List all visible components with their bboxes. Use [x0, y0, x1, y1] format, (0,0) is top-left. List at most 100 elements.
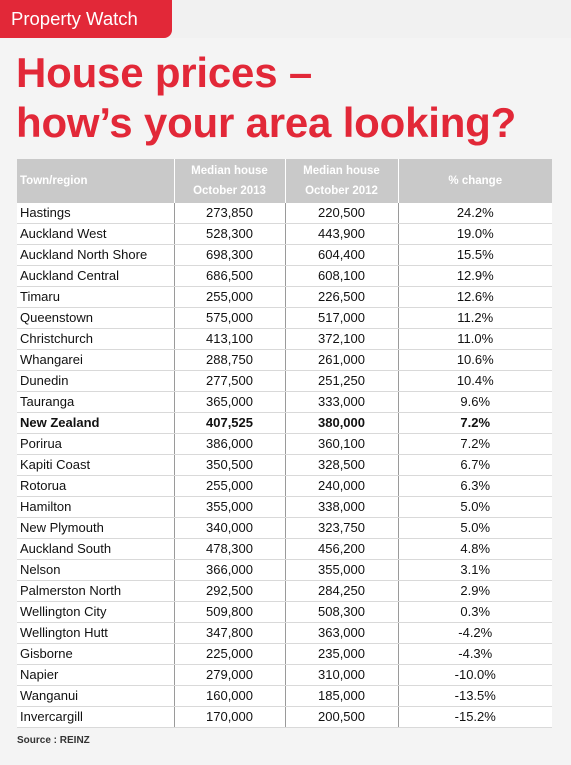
cell-town: Rotorua: [17, 475, 175, 497]
cell-percent-change: 11.0%: [398, 328, 552, 350]
table-row: Palmerston North 292,500 284,250 2.9%: [17, 580, 552, 602]
page-title: House prices – how’s your area looking?: [16, 48, 561, 148]
cell-median-oct-2012: 310,000: [285, 664, 399, 686]
cell-median-oct-2012: 261,000: [285, 349, 399, 371]
cell-median-oct-2013: 160,000: [174, 685, 286, 707]
cell-percent-change: 12.6%: [398, 286, 552, 308]
cell-town: Wanganui: [17, 685, 175, 707]
table-row: Invercargill 170,000 200,500 -15.2%: [17, 706, 552, 728]
table-row: Hastings 273,850 220,500 24.2%: [17, 203, 552, 224]
cell-median-oct-2012: 372,100: [285, 328, 399, 350]
cell-percent-change: 10.6%: [398, 349, 552, 371]
cell-median-oct-2013: 575,000: [174, 307, 286, 329]
table-row: Auckland South 478,300 456,200 4.8%: [17, 538, 552, 560]
table-row: Porirua 386,000 360,100 7.2%: [17, 433, 552, 455]
cell-town: Porirua: [17, 433, 175, 455]
page-title-line-2: how’s your area looking?: [16, 99, 517, 146]
cell-median-oct-2012: 508,300: [285, 601, 399, 623]
cell-town: Queenstown: [17, 307, 175, 329]
cell-median-oct-2012: 323,750: [285, 517, 399, 539]
cell-median-oct-2013: 366,000: [174, 559, 286, 581]
table-row: New Plymouth 340,000 323,750 5.0%: [17, 517, 552, 539]
table-row: Queenstown 575,000 517,000 11.2%: [17, 307, 552, 329]
cell-town: Hamilton: [17, 496, 175, 518]
cell-percent-change: 12.9%: [398, 265, 552, 287]
cell-median-oct-2013: 277,500: [174, 370, 286, 392]
column-header-sublabel: October 2013: [193, 185, 266, 197]
cell-median-oct-2012: 363,000: [285, 622, 399, 644]
table-row: Christchurch 413,100 372,100 11.0%: [17, 328, 552, 350]
cell-median-oct-2012: 185,000: [285, 685, 399, 707]
cell-median-oct-2013: 528,300: [174, 223, 286, 245]
cell-median-oct-2013: 386,000: [174, 433, 286, 455]
table-row: Tauranga 365,000 333,000 9.6%: [17, 391, 552, 413]
cell-median-oct-2013: 413,100: [174, 328, 286, 350]
column-header-label: Median house: [191, 165, 268, 177]
cell-median-oct-2012: 251,250: [285, 370, 399, 392]
cell-town: Wellington Hutt: [17, 622, 175, 644]
cell-town: Auckland North Shore: [17, 244, 175, 266]
cell-median-oct-2013: 347,800: [174, 622, 286, 644]
column-header-oct-2012: Median house October 2012: [285, 159, 399, 203]
cell-median-oct-2013: 279,000: [174, 664, 286, 686]
cell-median-oct-2012: 380,000: [285, 412, 399, 434]
cell-median-oct-2013: 170,000: [174, 706, 286, 728]
cell-median-oct-2013: 255,000: [174, 475, 286, 497]
cell-town: Timaru: [17, 286, 175, 308]
page-title-line-1: House prices –: [16, 49, 312, 96]
prices-table: Town/region Median house October 2013 Me…: [17, 159, 552, 728]
cell-median-oct-2012: 220,500: [285, 203, 399, 224]
column-header-change: % change: [398, 159, 552, 203]
table-row: New Zealand 407,525 380,000 7.2%: [17, 412, 552, 434]
table-row: Timaru 255,000 226,500 12.6%: [17, 286, 552, 308]
cell-median-oct-2013: 288,750: [174, 349, 286, 371]
column-header-label: Median house: [303, 165, 380, 177]
cell-percent-change: -4.2%: [398, 622, 552, 644]
table-row: Auckland North Shore 698,300 604,400 15.5%: [17, 244, 552, 266]
table-row: Wanganui 160,000 185,000 -13.5%: [17, 685, 552, 707]
cell-percent-change: 2.9%: [398, 580, 552, 602]
table-row: Napier 279,000 310,000 -10.0%: [17, 664, 552, 686]
table-row: Dunedin 277,500 251,250 10.4%: [17, 370, 552, 392]
cell-median-oct-2012: 200,500: [285, 706, 399, 728]
cell-town: Nelson: [17, 559, 175, 581]
cell-median-oct-2013: 292,500: [174, 580, 286, 602]
cell-median-oct-2012: 338,000: [285, 496, 399, 518]
cell-percent-change: -4.3%: [398, 643, 552, 665]
cell-town: Kapiti Coast: [17, 454, 175, 476]
cell-town: Napier: [17, 664, 175, 686]
cell-percent-change: 6.3%: [398, 475, 552, 497]
cell-percent-change: 5.0%: [398, 517, 552, 539]
cell-percent-change: 0.3%: [398, 601, 552, 623]
cell-percent-change: -10.0%: [398, 664, 552, 686]
cell-median-oct-2013: 255,000: [174, 286, 286, 308]
source-note: Source : REINZ: [17, 735, 90, 746]
section-tag: Property Watch: [0, 0, 172, 38]
cell-median-oct-2013: 225,000: [174, 643, 286, 665]
cell-percent-change: 10.4%: [398, 370, 552, 392]
cell-median-oct-2012: 517,000: [285, 307, 399, 329]
cell-town: Whangarei: [17, 349, 175, 371]
column-header-town: Town/region: [17, 159, 175, 203]
header-row: Town/region Median house October 2013 Me…: [17, 159, 552, 203]
cell-median-oct-2013: 478,300: [174, 538, 286, 560]
column-header-sublabel: October 2012: [305, 185, 378, 197]
table-body: Hastings 273,850 220,500 24.2% Auckland West…: [17, 203, 552, 728]
table-row: Hamilton 355,000 338,000 5.0%: [17, 496, 552, 518]
cell-percent-change: 9.6%: [398, 391, 552, 413]
cell-median-oct-2013: 407,525: [174, 412, 286, 434]
cell-town: Wellington City: [17, 601, 175, 623]
table-row: Wellington City 509,800 508,300 0.3%: [17, 601, 552, 623]
cell-percent-change: 4.8%: [398, 538, 552, 560]
cell-town: Auckland West: [17, 223, 175, 245]
cell-percent-change: 24.2%: [398, 203, 552, 224]
cell-town: New Zealand: [17, 412, 175, 434]
cell-percent-change: 7.2%: [398, 412, 552, 434]
cell-median-oct-2012: 333,000: [285, 391, 399, 413]
cell-town: Palmerston North: [17, 580, 175, 602]
column-header-oct-2013: Median house October 2013: [174, 159, 286, 203]
cell-median-oct-2013: 273,850: [174, 203, 286, 224]
cell-median-oct-2012: 456,200: [285, 538, 399, 560]
table-row: Nelson 366,000 355,000 3.1%: [17, 559, 552, 581]
column-header-label: Town/region: [20, 175, 88, 187]
